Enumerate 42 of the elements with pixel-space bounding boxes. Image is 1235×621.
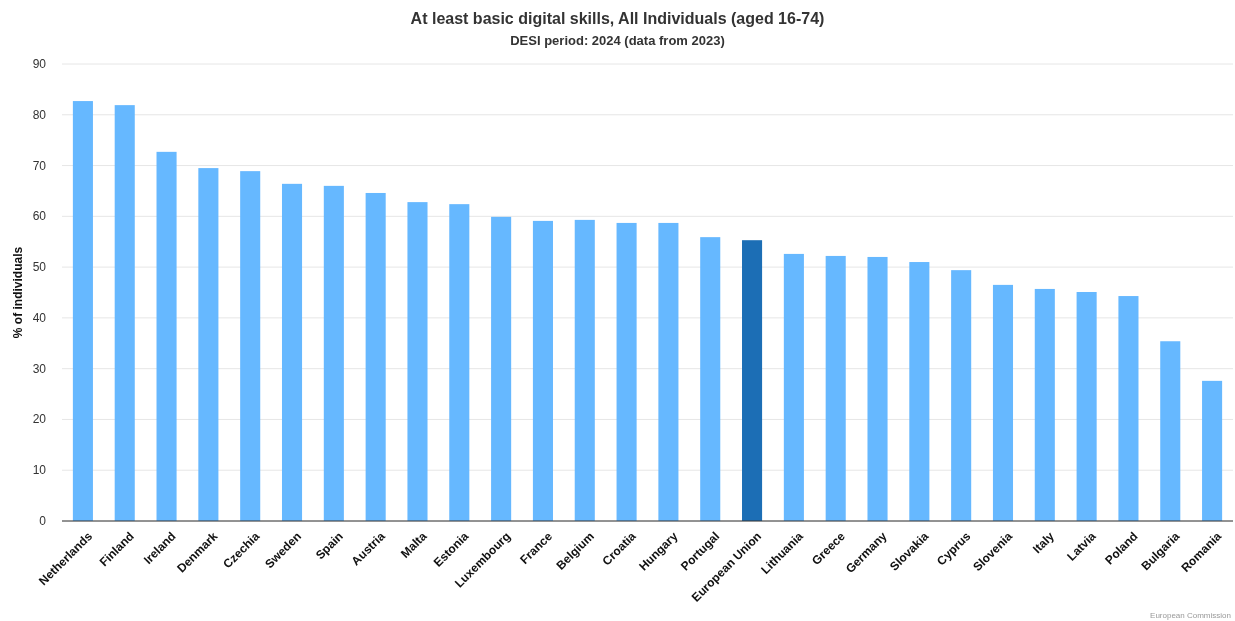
y-tick-label: 30 bbox=[32, 361, 47, 376]
chart-title: At least basic digital skills, All Individuals (aged 16-74) bbox=[410, 10, 825, 27]
bar bbox=[156, 151, 177, 521]
bar bbox=[449, 204, 470, 521]
bar bbox=[783, 253, 804, 521]
bar bbox=[658, 222, 679, 521]
bar bbox=[867, 256, 888, 521]
bar bbox=[281, 183, 303, 521]
bar bbox=[909, 262, 930, 521]
bar bbox=[114, 105, 135, 521]
bar bbox=[198, 168, 219, 521]
y-tick-label: 60 bbox=[32, 209, 47, 224]
bar bbox=[72, 101, 93, 521]
y-tick-label: 70 bbox=[32, 158, 47, 173]
bar bbox=[1202, 380, 1223, 521]
bar bbox=[616, 222, 637, 521]
y-tick-label: 0 bbox=[39, 514, 47, 528]
bar bbox=[825, 255, 846, 521]
bar bbox=[491, 216, 512, 521]
text: European Commission bbox=[1150, 611, 1231, 620]
y-tick-label: 10 bbox=[32, 463, 47, 478]
bar bbox=[1160, 341, 1181, 521]
chart-subtitle: DESI period: 2024 (data from 2023) bbox=[510, 33, 725, 48]
bar bbox=[951, 270, 972, 521]
y-axis-title: % of individuals bbox=[11, 246, 25, 339]
bar bbox=[1034, 288, 1055, 521]
y-tick-label: 20 bbox=[32, 412, 47, 427]
bar bbox=[742, 240, 763, 521]
bar bbox=[365, 192, 386, 521]
y-tick-label: 40 bbox=[32, 310, 47, 325]
y-tick-label: 80 bbox=[32, 107, 47, 122]
bar bbox=[323, 185, 344, 521]
bar bbox=[532, 220, 553, 521]
bar bbox=[574, 219, 595, 521]
bar bbox=[992, 284, 1014, 521]
y-tick-label: 90 bbox=[32, 57, 47, 71]
bar bbox=[1118, 296, 1139, 521]
bar bbox=[240, 171, 261, 521]
bar bbox=[407, 202, 428, 521]
y-tick-label: 50 bbox=[32, 260, 47, 275]
bar bbox=[1076, 291, 1097, 521]
bar bbox=[700, 237, 721, 521]
